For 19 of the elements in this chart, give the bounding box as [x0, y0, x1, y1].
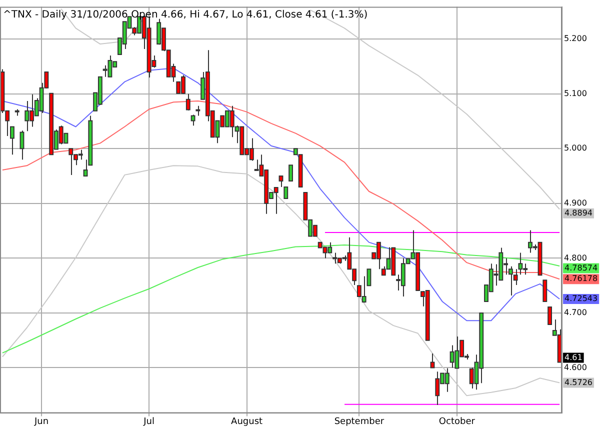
x-tick-label: Jul: [142, 416, 154, 427]
x-tick-label: August: [231, 416, 264, 427]
y-tick-label: 4.700: [564, 308, 587, 318]
data-label: 4.72543: [564, 294, 598, 304]
y-tick-label: 5.200: [564, 34, 587, 44]
x-tick-label: September: [334, 416, 384, 427]
data-label: 4.78574: [564, 263, 598, 272]
x-tick-label: October: [438, 416, 476, 427]
x-tick-label: Jun: [34, 416, 49, 427]
data-label: 4.8894: [564, 208, 592, 218]
y-tick-label: 5.000: [564, 144, 587, 153]
chart-title: ^TNX - Daily 31/10/2006 Open 4.66, Hi 4.67, Lo 4.61, Close 4.61 (-1.3%): [3, 9, 368, 20]
y-tick-label: 4.600: [564, 362, 587, 372]
data-label: 4.5726: [564, 378, 592, 387]
data-label: 4.76178: [564, 274, 598, 284]
y-tick-label: 4.900: [564, 198, 587, 208]
y-tick-label: 5.100: [564, 88, 587, 98]
text: 4.61: [564, 352, 582, 362]
y-tick-label: 4.800: [564, 253, 587, 262]
